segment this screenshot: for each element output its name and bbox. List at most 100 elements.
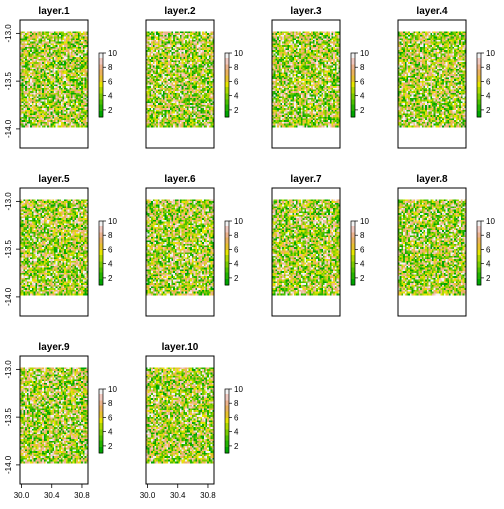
raster-cell — [149, 35, 151, 37]
raster-cell — [85, 108, 87, 110]
raster-cell — [34, 49, 36, 51]
raster-cell — [148, 81, 150, 83]
raster-cell — [163, 108, 165, 110]
raster-cell — [172, 76, 174, 78]
raster-cell — [200, 91, 202, 93]
raster-cell — [148, 115, 150, 117]
raster-cell — [172, 115, 174, 117]
raster-cell — [165, 37, 167, 39]
raster-cell — [76, 76, 78, 78]
raster-cell — [80, 124, 82, 126]
raster-cell — [71, 59, 73, 61]
raster-cell — [156, 124, 158, 126]
raster-cell — [73, 91, 75, 93]
raster-cell — [81, 105, 83, 107]
raster-cell — [64, 49, 66, 51]
raster-cell — [81, 76, 83, 78]
raster-cell — [192, 31, 194, 33]
panel-3: layer.3246810 — [272, 6, 369, 148]
raster-cell — [209, 84, 211, 86]
raster-cell — [189, 72, 191, 74]
raster-cell — [206, 103, 208, 105]
raster-cell — [64, 115, 66, 117]
raster-cell — [209, 76, 211, 78]
raster-cell — [63, 125, 65, 127]
raster-cell — [158, 43, 160, 45]
raster-cell — [165, 103, 167, 105]
raster-cell — [165, 115, 167, 117]
raster-cell — [180, 117, 182, 119]
raster-cell — [148, 49, 150, 51]
raster-cell — [172, 43, 174, 45]
raster-cell — [63, 96, 65, 98]
raster-cell — [155, 69, 157, 71]
raster-cell — [73, 49, 75, 51]
raster-cell — [71, 37, 73, 39]
raster-cell — [64, 117, 66, 119]
raster-cell — [156, 76, 158, 78]
raster-cell — [80, 52, 82, 54]
raster-cell — [163, 100, 165, 102]
raster-cell — [192, 72, 194, 74]
raster-cell — [64, 112, 66, 114]
raster-cell — [175, 59, 177, 61]
raster-cell — [207, 52, 209, 54]
raster-cell — [206, 125, 208, 127]
raster-cell — [183, 103, 185, 105]
raster-cell — [189, 117, 191, 119]
raster-cell — [71, 93, 73, 95]
raster-cell — [172, 64, 174, 66]
raster-cell — [80, 31, 82, 33]
raster-cell — [192, 96, 194, 98]
raster-cell — [148, 117, 150, 119]
raster-cell — [149, 125, 151, 127]
raster-cell — [71, 49, 73, 51]
raster-cell — [34, 103, 36, 105]
raster-cell — [183, 35, 185, 37]
raster-cell — [34, 76, 36, 78]
raster-cell — [197, 115, 199, 117]
raster-cell — [71, 103, 73, 105]
raster-cell — [197, 81, 199, 83]
raster-cell — [200, 43, 202, 45]
raster-cell — [63, 43, 65, 45]
raster-cell — [85, 91, 87, 93]
raster-cell — [64, 64, 66, 66]
raster-cell — [156, 60, 158, 62]
raster-cell — [80, 96, 82, 98]
raster-cell — [163, 120, 165, 122]
raster-cell — [68, 59, 70, 61]
raster-cell — [163, 105, 165, 107]
raster-cell — [206, 79, 208, 81]
raster-cell — [80, 72, 82, 74]
raster-cell — [148, 59, 150, 61]
raster-cell — [192, 67, 194, 69]
raster-cell — [158, 88, 160, 90]
raster-cell — [155, 125, 157, 127]
raster-cell — [148, 72, 150, 74]
raster-cell — [76, 59, 78, 61]
raster-cell — [206, 108, 208, 110]
raster-cell — [163, 37, 165, 39]
raster-cell — [173, 59, 175, 61]
raster-cell — [209, 88, 211, 90]
raster-cell — [156, 125, 158, 127]
raster-cell — [197, 108, 199, 110]
panel-title: layer.2 — [164, 6, 196, 17]
raster-cell — [148, 40, 150, 42]
raster-cell — [163, 117, 165, 119]
raster-cell — [207, 31, 209, 33]
raster-cell — [182, 49, 184, 51]
raster-cell — [155, 49, 157, 51]
raster-cell — [166, 84, 168, 86]
raster-cell — [180, 35, 182, 37]
raster-cell — [156, 81, 158, 83]
raster-cell — [73, 64, 75, 66]
raster-cell — [190, 125, 192, 127]
raster-cell — [68, 64, 70, 66]
raster-cell — [166, 47, 168, 49]
raster-cell — [81, 55, 83, 57]
raster-cell — [207, 93, 209, 95]
raster-cell — [209, 79, 211, 81]
raster-cell — [155, 76, 157, 78]
